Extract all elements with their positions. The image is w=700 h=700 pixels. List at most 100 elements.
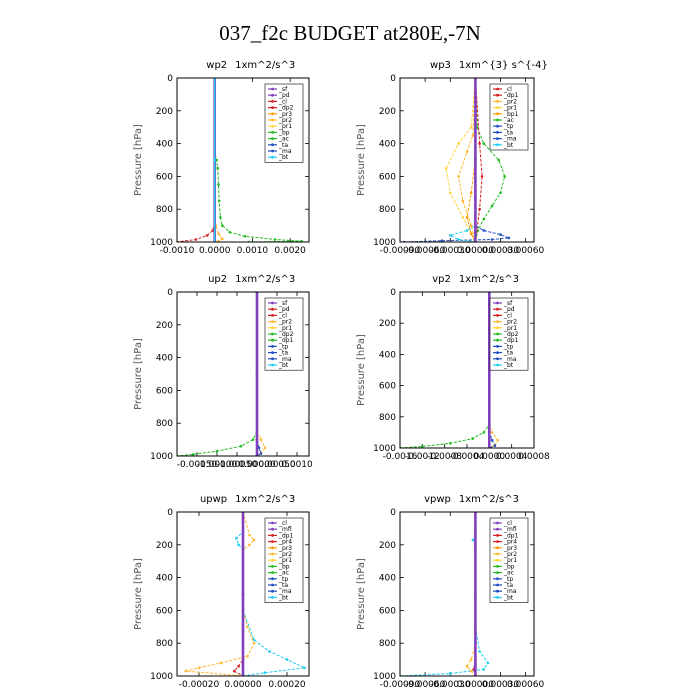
legend-marker	[496, 118, 499, 122]
x-tick-label: 0.0004	[496, 452, 528, 462]
legend-label: _ac	[503, 570, 514, 577]
x-tick-label: -0.00090	[380, 680, 421, 690]
legend-marker	[496, 527, 499, 531]
series-point	[497, 158, 501, 162]
y-tick-label: 400	[379, 140, 396, 150]
legend-label: _cl	[278, 98, 287, 105]
x-tick-label: 0.0008	[518, 452, 550, 462]
legend-label: _ac	[278, 136, 289, 143]
y-tick-label: 600	[156, 606, 173, 616]
series-point	[232, 669, 236, 673]
legend-label: _ma	[278, 148, 292, 155]
series-point	[457, 238, 460, 241]
legend-label: _ma	[503, 588, 517, 595]
legend-marker	[496, 131, 499, 134]
series-point	[263, 671, 267, 674]
y-tick-label: 400	[379, 574, 396, 584]
legend-marker	[271, 527, 274, 531]
series-point	[235, 536, 238, 540]
panel-units: 1xm^2/s^3	[235, 274, 295, 285]
legend-label: _pr2	[278, 551, 292, 558]
legend-label: _ta	[503, 582, 513, 589]
legend-marker	[271, 131, 274, 134]
y-axis-label: Pressure [hPa]	[356, 558, 367, 630]
legend-label: _ac	[278, 570, 289, 577]
series-point	[469, 125, 473, 129]
series-point	[461, 199, 465, 203]
y-tick-label: 800	[156, 639, 173, 649]
panel-title: vpwp	[424, 494, 451, 505]
panel-title: upwp	[200, 494, 227, 505]
legend-label: _tp	[278, 343, 288, 350]
legend-marker	[496, 93, 499, 97]
panel-title: wp2	[206, 60, 227, 71]
legend-marker	[496, 301, 499, 305]
series-point	[499, 191, 502, 195]
legend-label: _tp	[503, 343, 513, 350]
legend-marker	[271, 100, 274, 103]
legend-label: _pr4	[278, 539, 292, 546]
legend-marker	[496, 345, 499, 348]
series-point	[217, 232, 220, 236]
legend-label: _bp	[278, 563, 290, 570]
series-point	[471, 538, 475, 542]
legend-label: _cl	[503, 312, 512, 319]
legend-marker	[496, 320, 499, 323]
legend-marker	[496, 351, 499, 354]
legend-marker	[271, 118, 274, 122]
series-point	[217, 183, 220, 186]
y-tick-label: 0	[167, 508, 173, 518]
series-point	[461, 216, 465, 219]
legend-label: _pr3	[278, 545, 292, 552]
series-line	[177, 78, 216, 242]
x-tick-label: -0.0008	[427, 452, 462, 462]
series-point	[465, 664, 469, 668]
panel-title: up2	[208, 274, 227, 285]
y-tick-label: 1000	[373, 238, 396, 248]
series-line	[214, 78, 302, 242]
legend-label: _pr2	[503, 319, 517, 326]
legend-label: _ta	[278, 350, 288, 357]
panel-units: 1xm^{3} s^{-4}	[459, 60, 548, 71]
legend-label: _pr1	[278, 325, 292, 332]
legend-label: _pd	[278, 306, 290, 313]
plot-frame	[176, 291, 310, 457]
x-tick-label: 0.0010	[281, 460, 313, 470]
panel-upwp: upwp 1xm^2/s^3 Pressure [hPa] 0 200 400 600 800…	[133, 494, 310, 690]
legend-marker	[271, 326, 274, 330]
series-group	[177, 78, 303, 242]
plot-frame	[399, 511, 535, 677]
legend-label: _pr1	[278, 557, 292, 564]
y-tick-label: 0	[390, 74, 396, 84]
legend-label: _bp	[503, 563, 515, 570]
plot-frame	[176, 77, 310, 243]
y-tick-label: 600	[379, 172, 396, 182]
x-tick-label: -0.00030	[430, 680, 471, 690]
series-point	[273, 238, 277, 241]
legend-label: _tp	[503, 576, 513, 583]
legend-label: _sf	[278, 300, 288, 307]
series-point	[228, 230, 232, 234]
series-line	[445, 78, 476, 242]
y-tick-label: 200	[156, 541, 173, 551]
x-tick-label: -0.00060	[405, 246, 446, 256]
x-tick-label: -0.00030	[430, 246, 471, 256]
y-tick-label: 800	[379, 639, 396, 649]
legend-marker	[496, 565, 499, 568]
series-line	[404, 78, 510, 242]
legend-marker	[271, 357, 274, 361]
legend-marker	[496, 571, 499, 574]
series-point	[486, 661, 490, 665]
series-point	[469, 658, 473, 661]
y-tick-label: 1000	[373, 444, 396, 454]
series-point	[482, 142, 486, 145]
x-tick-label: 0.00000	[457, 246, 494, 256]
x-tick-label: 0.00000	[457, 680, 494, 690]
series-point	[465, 150, 469, 154]
series-point	[493, 444, 497, 448]
series-point	[465, 216, 469, 219]
legend-marker	[496, 540, 499, 543]
series-point	[482, 217, 486, 221]
legend-label: _bp	[278, 129, 290, 136]
legend-marker	[496, 357, 499, 361]
